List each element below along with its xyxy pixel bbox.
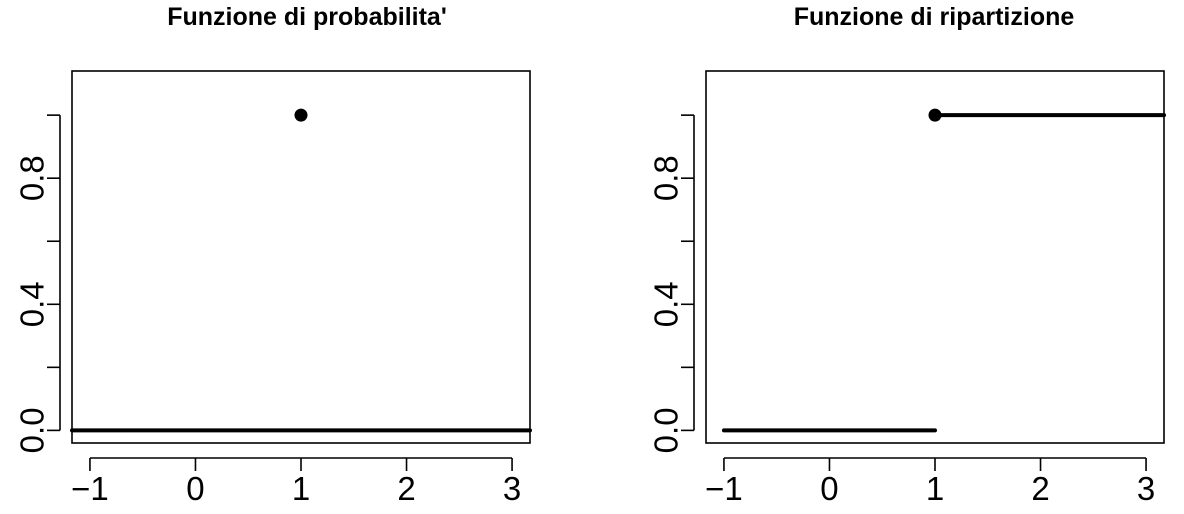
x-tick-label: 0 [820,470,838,507]
y-tick-label: 0.0 [14,407,51,453]
x-tick-label: 2 [397,470,415,507]
cumulative-distribution-panel: Funzione di ripartizione −1 0 1 2 3 0.0 0.4 0.8 [648,3,1166,507]
y-tick-label: 0.4 [14,281,51,327]
x-tick-label: 0 [186,470,204,507]
y-tick-label: 0.0 [648,407,685,453]
x-tick-label: −1 [71,470,109,507]
plot-frame [71,70,531,444]
x-tick-label: −1 [705,470,743,507]
data-point [294,108,308,122]
x-tick-label: 2 [1031,470,1049,507]
y-tick-label: 0.8 [14,155,51,201]
x-tick-label: 1 [292,470,310,507]
probability-function-panel: Funzione di probabilita' −1 0 1 2 3 0.0 0.4 0.8 [14,3,532,507]
chart-title: Funzione di ripartizione [794,3,1075,31]
plot-frame [705,70,1165,444]
y-tick-label: 0.8 [648,155,685,201]
x-tick-label: 3 [1137,470,1155,507]
y-tick-label: 0.4 [648,281,685,327]
x-tick-label: 3 [503,470,521,507]
data-point [928,108,942,122]
chart-title: Funzione di probabilita' [167,3,447,31]
x-tick-label: 1 [926,470,944,507]
